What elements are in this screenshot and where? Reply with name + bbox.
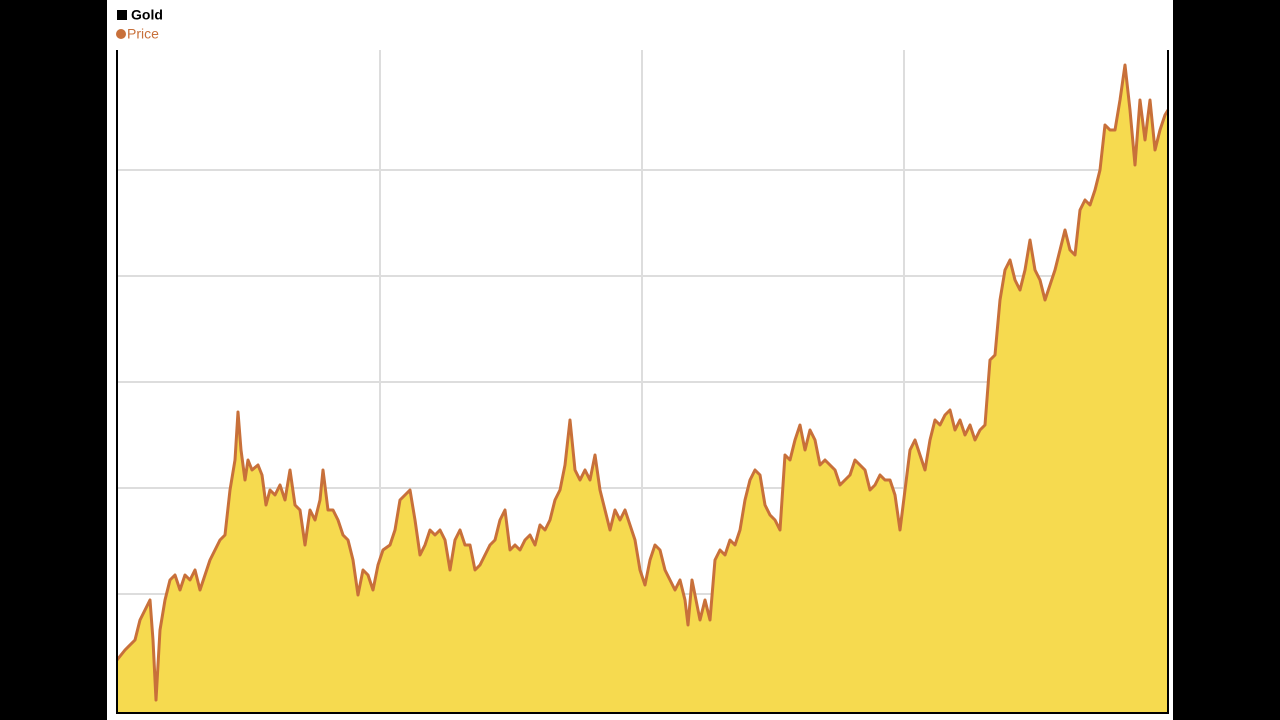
legend-marker bbox=[116, 29, 126, 39]
area bbox=[117, 65, 1168, 713]
line bbox=[115, 63, 1170, 702]
legend-label: Price bbox=[127, 26, 159, 42]
title-marker bbox=[117, 10, 127, 20]
chart-title: Gold bbox=[131, 7, 163, 23]
